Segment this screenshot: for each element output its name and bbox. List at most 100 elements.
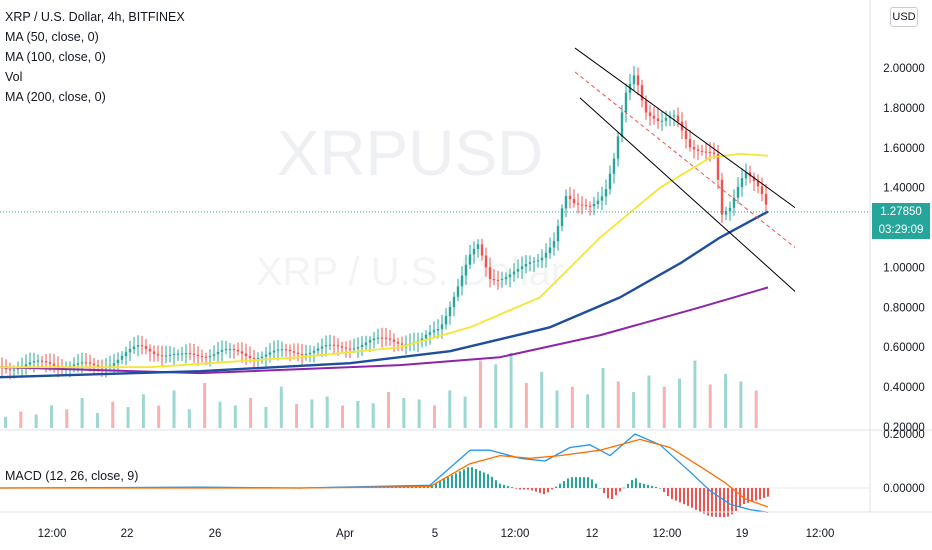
macd-histogram-bar [479, 470, 481, 488]
macd-histogram-bar [527, 488, 529, 490]
watermark-name: XRP / U.S. Dollar [256, 250, 564, 294]
candle-body [660, 120, 664, 122]
macd-histogram-bar [679, 488, 681, 503]
candle-body [440, 324, 444, 330]
candle-body [632, 75, 636, 84]
volume-bar [662, 386, 666, 428]
macd-histogram-bar [463, 469, 465, 488]
macd-histogram-bar [555, 486, 557, 488]
candle-body [584, 205, 588, 207]
bar-countdown-label: 03:29:09 [872, 220, 930, 239]
candle-body [296, 352, 300, 354]
candle-body [476, 244, 480, 249]
candle-body [696, 149, 700, 151]
macd-histogram-bar [531, 488, 533, 491]
macd-histogram-bar [523, 488, 525, 490]
candle-body [4, 367, 8, 370]
volume-bar [233, 405, 237, 428]
volume-bar [724, 374, 728, 428]
candle-body [228, 348, 232, 350]
candle-body [320, 346, 324, 349]
macd-histogram-bar [483, 472, 485, 488]
volume-bar [693, 360, 697, 428]
macd-histogram-bar [715, 488, 717, 517]
candle-body [420, 338, 424, 341]
macd-histogram-bar [467, 467, 469, 488]
volume-bar [601, 368, 605, 428]
legend-ma50[interactable]: MA (50, close, 0) [5, 30, 99, 44]
candle-body [252, 357, 256, 359]
candle-body [12, 369, 16, 371]
candle-body [676, 115, 680, 122]
candle-body [276, 349, 280, 351]
price-tick-label: 0.60000 [883, 342, 925, 354]
macd-histogram-bar [487, 474, 489, 488]
candle-body [688, 139, 692, 148]
time-tick-label: 12:00 [653, 528, 682, 540]
symbol-title[interactable]: XRP / U.S. Dollar, 4h, BITFINEX [5, 10, 185, 24]
macd-histogram-bar [579, 477, 581, 488]
candle-body [368, 340, 372, 343]
macd-histogram-bar [743, 488, 745, 504]
candle-body [208, 355, 212, 357]
candle-body [304, 354, 308, 356]
candle-body [444, 316, 448, 325]
candle-body [48, 362, 52, 364]
macd-histogram-bar [643, 483, 645, 488]
watermark-symbol: XRPUSD [277, 117, 544, 189]
volume-bar [111, 401, 115, 428]
candle-body [216, 351, 220, 355]
time-tick-label: 12:00 [38, 528, 67, 540]
macd-histogram-bar [647, 484, 649, 488]
macd-tick-label: 0.20000 [883, 429, 925, 441]
candle-body [184, 353, 188, 355]
macd-histogram-bar [431, 484, 433, 488]
candle-body [300, 353, 304, 355]
candle-body [32, 361, 36, 363]
macd-histogram-bar [735, 488, 737, 511]
candle-body [572, 199, 576, 204]
candle-body [316, 348, 320, 351]
candle-body [708, 151, 712, 153]
candle-body [264, 354, 268, 357]
candle-body [508, 274, 512, 278]
volume-bar [80, 398, 84, 428]
moving-averages [0, 152, 769, 379]
legend-ma200[interactable]: MA (200, close, 0) [5, 90, 106, 104]
candle-body [576, 203, 580, 205]
candle-body [224, 349, 228, 351]
regression-channel [574, 47, 796, 292]
candle-body [196, 354, 200, 357]
macd-histogram-bar [607, 488, 609, 499]
candle-body [232, 348, 236, 350]
legend-macd[interactable]: MACD (12, 26, close, 9) [5, 469, 139, 483]
candle-body [712, 152, 716, 154]
legend-ma100[interactable]: MA (100, close, 0) [5, 50, 106, 64]
candle-body [376, 337, 380, 339]
candle-body [744, 172, 748, 179]
macd-histogram-bar [599, 488, 601, 489]
candle-body [756, 181, 760, 187]
volume-bar [65, 409, 69, 428]
channel-upper-line [574, 47, 796, 209]
currency-button[interactable]: USD [890, 7, 918, 27]
macd-histogram-bar [511, 487, 513, 488]
volume-bar [494, 364, 498, 428]
candle-body [36, 360, 40, 362]
candle-body [80, 362, 84, 364]
candle-body [448, 306, 452, 317]
macd-histogram-bar [767, 488, 769, 497]
candle-body [480, 244, 484, 256]
candle-body [200, 356, 204, 358]
volume-bar [95, 413, 99, 428]
legend-vol[interactable]: Vol [5, 70, 23, 84]
candle-body [536, 260, 540, 262]
candle-body [192, 353, 196, 355]
macd-histogram-bar [695, 488, 697, 510]
candle-body [656, 118, 660, 122]
volume-bar [448, 390, 452, 428]
candle-body [156, 353, 160, 356]
candle-body [268, 352, 272, 355]
